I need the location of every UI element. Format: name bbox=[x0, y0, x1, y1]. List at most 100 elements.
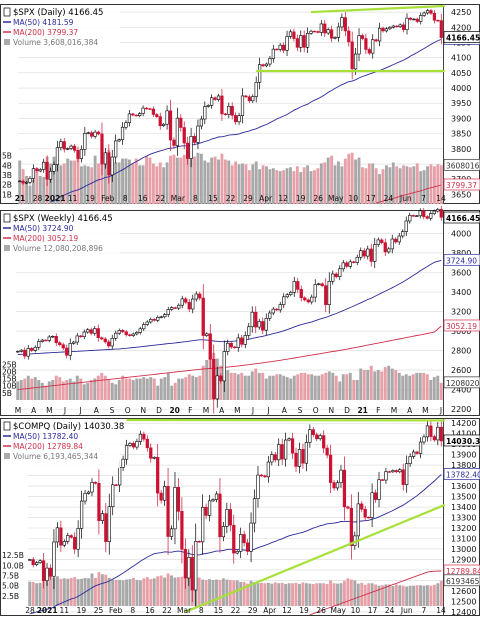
x-tick-label: 8 bbox=[193, 194, 198, 203]
volume-bar bbox=[305, 583, 308, 606]
volume-bar bbox=[200, 154, 203, 204]
candle-body bbox=[142, 108, 145, 113]
volume-bar bbox=[146, 379, 149, 400]
candle-body bbox=[416, 452, 419, 453]
candle-body bbox=[87, 133, 90, 134]
volume-bar bbox=[378, 586, 381, 606]
volume-bar bbox=[201, 580, 204, 606]
candle-body bbox=[244, 335, 247, 344]
candle-body bbox=[315, 435, 318, 439]
volume-bar bbox=[279, 374, 282, 400]
candle-body bbox=[356, 257, 359, 262]
volume-bar bbox=[188, 374, 191, 400]
volume-bar bbox=[409, 586, 412, 606]
candle-body bbox=[53, 165, 56, 172]
volume-bar bbox=[101, 574, 104, 606]
candle-body bbox=[69, 343, 72, 355]
candle-body bbox=[289, 32, 292, 37]
candle-body bbox=[160, 493, 163, 500]
candle-body bbox=[121, 127, 124, 139]
volume-bar bbox=[353, 580, 356, 606]
candle-body bbox=[166, 111, 169, 124]
volume-bar bbox=[139, 580, 142, 606]
candle-body bbox=[295, 453, 298, 466]
candle-body bbox=[186, 143, 189, 158]
candle-body bbox=[46, 162, 49, 179]
volume-bar bbox=[220, 154, 223, 204]
candle-body bbox=[197, 126, 200, 142]
volume-bar bbox=[366, 370, 369, 400]
volume-bar bbox=[121, 376, 124, 400]
x-tick-label: 22 bbox=[156, 194, 166, 203]
candle-body bbox=[412, 452, 415, 457]
x-tick-label: A bbox=[31, 406, 37, 415]
candle-body bbox=[313, 31, 316, 32]
candle-body bbox=[261, 321, 264, 330]
x-tick-label: J bbox=[439, 406, 442, 415]
x-tick-label: 15 bbox=[208, 194, 218, 203]
x-tick-label: 11 bbox=[68, 194, 78, 203]
x-tick-label: F bbox=[188, 406, 192, 415]
candle-body bbox=[281, 445, 284, 460]
candle-body bbox=[118, 140, 121, 141]
volume-bar bbox=[174, 578, 177, 606]
volume-bar bbox=[65, 380, 68, 400]
candle-body bbox=[104, 339, 107, 342]
candle-body bbox=[209, 334, 212, 359]
candle-body bbox=[413, 19, 416, 20]
legend-entry: $SPX (Weekly) 4166.45 bbox=[13, 214, 113, 224]
volume-bar bbox=[153, 578, 156, 606]
volume-bar bbox=[72, 381, 75, 400]
volume-bar bbox=[370, 366, 373, 400]
candle-body bbox=[377, 240, 380, 245]
volume-bar bbox=[237, 374, 240, 400]
volume-bar bbox=[301, 582, 304, 606]
volume-bar bbox=[402, 586, 405, 606]
volume-bar bbox=[359, 369, 362, 400]
volume-bar bbox=[104, 575, 107, 606]
candle-body bbox=[98, 483, 101, 520]
volume-bar bbox=[277, 583, 280, 606]
x-tick-label: A bbox=[94, 406, 100, 415]
candle-body bbox=[146, 322, 149, 325]
candle-body bbox=[416, 19, 419, 21]
price-tick-label: 12500 bbox=[451, 597, 476, 606]
volume-bar bbox=[76, 376, 79, 400]
candle-body bbox=[378, 28, 381, 41]
candle-body bbox=[200, 119, 203, 126]
candle-body bbox=[216, 376, 219, 399]
volume-bar bbox=[363, 370, 366, 400]
candle-body bbox=[289, 292, 292, 294]
candle-body bbox=[167, 309, 170, 314]
x-tick-label: May bbox=[328, 194, 344, 203]
candle-body bbox=[198, 294, 201, 298]
candle-body bbox=[272, 309, 275, 313]
candle-body bbox=[149, 109, 152, 110]
volume-bar bbox=[128, 379, 131, 400]
volume-bar bbox=[90, 380, 93, 400]
volume-bar bbox=[378, 174, 381, 204]
candle-body bbox=[323, 24, 326, 33]
candle-body bbox=[205, 334, 208, 336]
volume-bar bbox=[163, 377, 166, 400]
candle-body bbox=[241, 96, 244, 116]
candle-body bbox=[368, 49, 371, 53]
volume-bar bbox=[30, 379, 33, 400]
candle-body bbox=[338, 269, 341, 277]
candle-body bbox=[366, 249, 369, 256]
volume-bar bbox=[215, 580, 218, 606]
volume-bar bbox=[91, 573, 94, 606]
legend-swatch-volume bbox=[4, 453, 10, 459]
candle-body bbox=[55, 336, 58, 342]
candle-body bbox=[319, 436, 322, 439]
candle-body bbox=[436, 427, 439, 440]
legend-swatch-candle bbox=[4, 422, 10, 430]
x-tick-label: 12 bbox=[278, 194, 288, 203]
candle-body bbox=[108, 153, 111, 175]
price-tick-label: 4250 bbox=[451, 8, 471, 17]
volume-bar bbox=[322, 583, 325, 606]
price-tick-label: 4100 bbox=[451, 54, 471, 63]
volume-bar bbox=[286, 377, 289, 400]
